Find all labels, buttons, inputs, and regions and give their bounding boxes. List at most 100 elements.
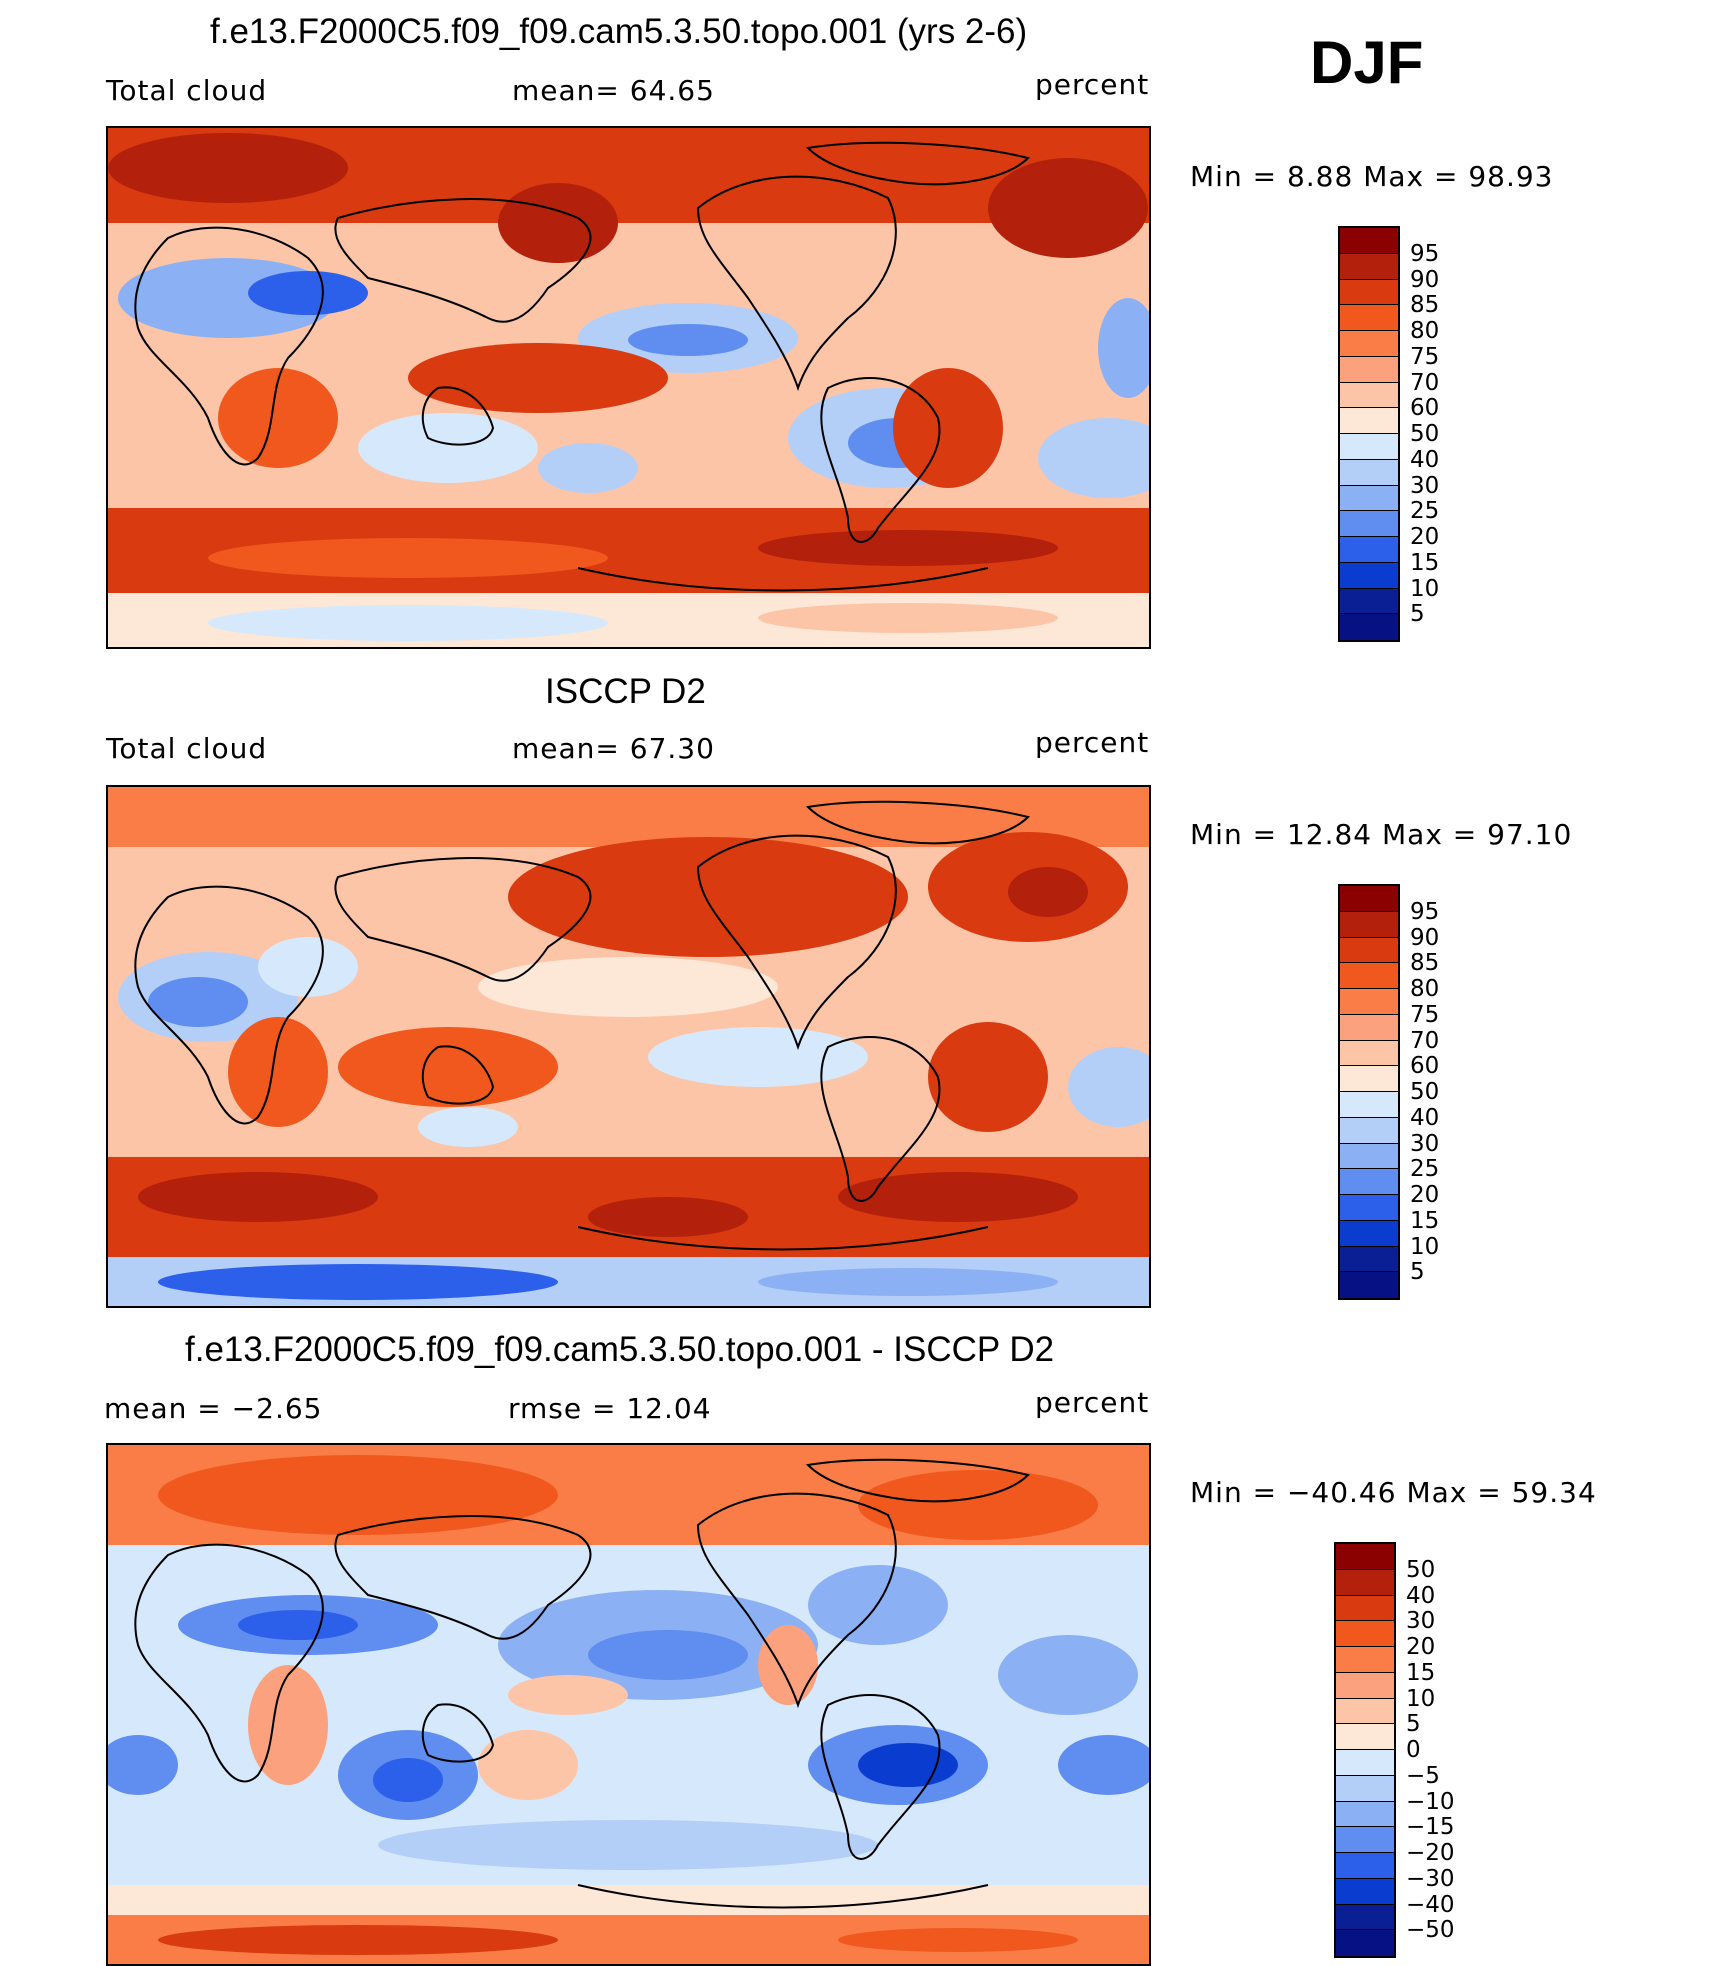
panel-1-heatmap <box>108 128 1149 647</box>
colorbar-tick-label: 85 <box>1410 950 1440 977</box>
colorbar-swatch <box>1336 1904 1394 1931</box>
colorbar-tick-label: 30 <box>1410 1130 1440 1157</box>
colorbar-tick-label: 70 <box>1410 369 1440 396</box>
colorbar-tick-label: 90 <box>1410 924 1440 951</box>
colorbar-tick-label: −30 <box>1406 1865 1455 1892</box>
colorbar-swatch <box>1340 511 1398 537</box>
colorbar-swatch <box>1340 1169 1398 1195</box>
panel-1-minmax: Min = 8.88 Max = 98.93 <box>1190 160 1554 193</box>
panel-1-mean-label: mean= 64.65 <box>512 74 715 107</box>
colorbar-swatch <box>1340 305 1398 331</box>
colorbar-swatch <box>1336 1853 1394 1879</box>
colorbar-swatch <box>1336 1724 1394 1750</box>
colorbar-swatch <box>1340 1014 1398 1041</box>
colorbar-swatch <box>1340 1066 1398 1092</box>
colorbar-swatch <box>1340 1040 1398 1067</box>
colorbar-swatch <box>1336 1827 1394 1853</box>
colorbar-swatch <box>1340 1117 1398 1144</box>
panel-2-variable-label: Total cloud <box>106 732 268 765</box>
colorbar-tick-label: 95 <box>1410 898 1440 925</box>
colorbar-swatch <box>1336 1544 1394 1570</box>
colorbar-tick-label: 85 <box>1410 292 1440 319</box>
colorbar-tick-label: 60 <box>1410 1053 1440 1080</box>
colorbar-swatch <box>1336 1930 1394 1956</box>
colorbar-tick-label: 95 <box>1410 240 1440 267</box>
colorbar-tick-label: 90 <box>1410 266 1440 293</box>
panel-1-units-label: percent <box>1035 68 1150 101</box>
panel-3-units-label: percent <box>1035 1386 1150 1419</box>
panel-3-map <box>106 1443 1151 1966</box>
colorbar-swatch <box>1336 1595 1394 1622</box>
panel-2-minmax: Min = 12.84 Max = 97.10 <box>1190 818 1573 851</box>
colorbar-swatch <box>1336 1672 1394 1699</box>
panel-2-mean-label: mean= 67.30 <box>512 732 715 765</box>
colorbar-swatch <box>1340 228 1398 254</box>
colorbar-swatch <box>1340 356 1398 383</box>
colorbar-tick-label: 30 <box>1406 1608 1436 1635</box>
colorbar-tick-label: 70 <box>1410 1027 1440 1054</box>
panel-1-map <box>106 126 1151 649</box>
colorbar-swatch <box>1340 1143 1398 1170</box>
colorbar-swatch <box>1336 1878 1394 1905</box>
colorbar-tick-label: 10 <box>1410 575 1440 602</box>
colorbar-swatch <box>1340 434 1398 460</box>
colorbar-swatch <box>1340 1272 1398 1298</box>
colorbar-swatch <box>1340 1246 1398 1273</box>
colorbar-tick-label: 5 <box>1410 601 1425 628</box>
colorbar-swatch <box>1340 989 1398 1015</box>
colorbar-swatch <box>1340 537 1398 563</box>
colorbar-tick-label: 20 <box>1410 524 1440 550</box>
colorbar-swatch <box>1336 1698 1394 1725</box>
colorbar-tick-label: 75 <box>1410 1001 1440 1028</box>
colorbar-swatch <box>1336 1647 1394 1673</box>
colorbar-tick-label: 40 <box>1410 1104 1440 1131</box>
colorbar-swatch <box>1340 911 1398 938</box>
panel-2-units-label: percent <box>1035 726 1150 759</box>
colorbar-tick-label: 25 <box>1410 1156 1440 1183</box>
colorbar-swatch <box>1336 1569 1394 1596</box>
colorbar-tick-label: 60 <box>1410 395 1440 422</box>
colorbar-swatch <box>1340 253 1398 280</box>
colorbar-swatch <box>1340 1092 1398 1118</box>
panel-1-title: f.e13.F2000C5.f09_f09.cam5.3.50.topo.001… <box>210 12 1028 51</box>
colorbar-tick-label: 10 <box>1410 1233 1440 1260</box>
colorbar-tick-label: 75 <box>1410 343 1440 370</box>
colorbar-swatch <box>1340 408 1398 434</box>
colorbar-swatch <box>1340 1220 1398 1247</box>
colorbar-tick-label: 5 <box>1406 1711 1421 1738</box>
colorbar-tick-label: 30 <box>1410 472 1440 499</box>
panel-2-title: ISCCP D2 <box>545 672 706 711</box>
colorbar-swatch <box>1336 1621 1394 1647</box>
colorbar-tick-label: 5 <box>1410 1259 1425 1286</box>
colorbar-swatch <box>1340 588 1398 615</box>
season-label: DJF <box>1310 29 1424 96</box>
colorbar-tick-label: 50 <box>1410 421 1440 447</box>
panel-1-variable-label: Total cloud <box>106 74 268 107</box>
colorbar-tick-label: 40 <box>1406 1582 1436 1609</box>
colorbar-tick-label: −40 <box>1406 1891 1455 1918</box>
colorbar-swatch <box>1336 1801 1394 1828</box>
colorbar-swatch <box>1336 1750 1394 1776</box>
colorbar-swatch <box>1340 614 1398 640</box>
colorbar-tick-label: 0 <box>1406 1737 1421 1763</box>
colorbar-swatch <box>1336 1775 1394 1802</box>
colorbar-tick-label: −10 <box>1406 1788 1455 1815</box>
panel-2-heatmap <box>108 787 1149 1306</box>
panel-3-title: f.e13.F2000C5.f09_f09.cam5.3.50.topo.001… <box>185 1330 1055 1369</box>
colorbar-tick-label: 15 <box>1410 1207 1440 1234</box>
colorbar-tick-label: 20 <box>1410 1182 1440 1208</box>
colorbar-swatch <box>1340 1195 1398 1221</box>
panel-3-colorbar <box>1334 1542 1396 1958</box>
panel-2-colorbar <box>1338 884 1400 1300</box>
panel-3-heatmap <box>108 1445 1149 1964</box>
colorbar-swatch <box>1340 382 1398 409</box>
colorbar-tick-label: 20 <box>1406 1634 1436 1660</box>
colorbar-tick-label: 15 <box>1406 1659 1436 1686</box>
colorbar-tick-label: 50 <box>1410 1079 1440 1105</box>
colorbar-tick-label: −5 <box>1406 1762 1440 1789</box>
colorbar-tick-label: 10 <box>1406 1685 1436 1712</box>
colorbar-swatch <box>1340 331 1398 357</box>
panel-1-colorbar <box>1338 226 1400 642</box>
colorbar-swatch <box>1340 963 1398 989</box>
colorbar-swatch <box>1340 485 1398 512</box>
